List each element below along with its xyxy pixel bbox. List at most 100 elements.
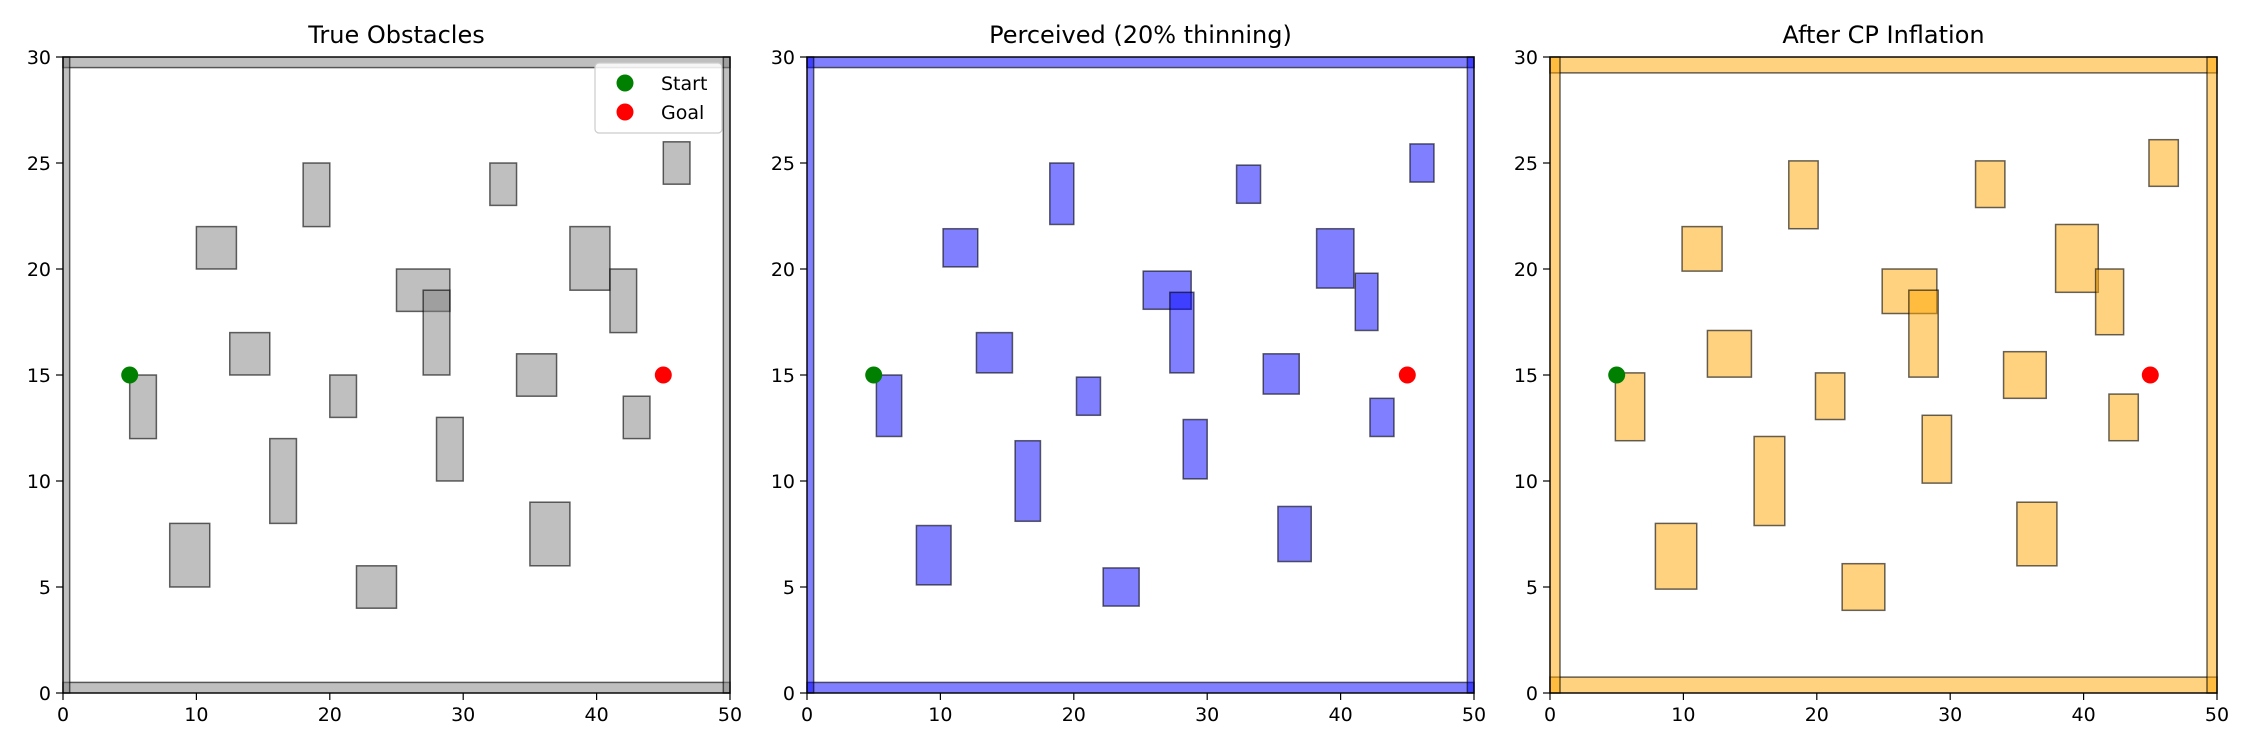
- obstacle-rect: [1549, 56, 1561, 694]
- y-tick-label: 5: [1526, 577, 1538, 599]
- x-tick-label: 20: [1062, 704, 1086, 726]
- x-tick-label: 50: [2205, 704, 2229, 726]
- x-tick-label: 20: [318, 704, 342, 726]
- obstacle-rect: [435, 416, 464, 482]
- obstacle-rect: [128, 374, 158, 440]
- obstacle-rect: [1706, 329, 1753, 378]
- panel-1: True Obstacles 0 10 20 30 40 50 0 5 10 15 20 25 30 Sta…: [27, 21, 742, 726]
- obstacle-rect: [1841, 562, 1886, 612]
- obstacle-rect: [1908, 289, 1939, 378]
- obstacle-rect: [1466, 56, 1475, 694]
- y-tick-label: 20: [1514, 259, 1538, 281]
- obstacle-rect: [942, 227, 979, 268]
- obstacle-rect: [1681, 225, 1723, 272]
- start-marker: [865, 366, 883, 384]
- obstacle-rect: [1814, 372, 1846, 421]
- y-tick-label: 0: [1526, 683, 1538, 705]
- axes-frame: [806, 56, 1475, 694]
- y-tick-label: 25: [771, 153, 795, 175]
- x-tick-label: 20: [1805, 704, 1829, 726]
- panel-2: Perceived (20% thinning) 0 10 20 30 40 50 0 5 10 1…: [771, 21, 1486, 726]
- obstacle-rect: [195, 225, 238, 270]
- obstacle-rect: [1235, 164, 1262, 205]
- x-tick-label: 0: [1544, 704, 1556, 726]
- obstacle-rect: [1182, 418, 1208, 480]
- obstacle-rect: [2002, 350, 2047, 400]
- obstacle-rect: [1549, 56, 2218, 74]
- obstacle-rect: [609, 268, 638, 334]
- obstacle-rect: [1654, 522, 1698, 590]
- obstacle-rect: [229, 331, 271, 376]
- y-tick-label: 30: [1514, 47, 1538, 69]
- start-marker: [1608, 366, 1626, 384]
- panel-title: True Obstacles: [307, 21, 484, 49]
- y-tick-label: 15: [27, 365, 51, 387]
- y-tick-label: 25: [1514, 153, 1538, 175]
- legend-goal-label: Goal: [661, 102, 704, 124]
- obstacle-rect: [1921, 414, 1953, 484]
- obstacle-rect: [2206, 56, 2218, 694]
- obstacle-rect: [515, 353, 558, 397]
- panel-title: After CP Inflation: [1782, 21, 1984, 49]
- y-tick-label: 0: [39, 683, 51, 705]
- obstacle-rect: [355, 565, 398, 609]
- obstacle-rect: [1075, 376, 1102, 417]
- y-tick-label: 5: [783, 577, 795, 599]
- obstacle-rect: [622, 395, 651, 440]
- obstacle-rect: [806, 681, 1475, 694]
- obstacle-rect: [302, 162, 331, 228]
- obstacle-rect: [2016, 501, 2058, 567]
- goal-marker: [654, 366, 672, 384]
- y-tick-label: 5: [39, 577, 51, 599]
- obstacle-rect: [422, 289, 451, 376]
- obstacle-rect: [662, 141, 691, 185]
- obstacle-rect: [975, 331, 1014, 374]
- obstacle-rect: [1169, 291, 1195, 374]
- y-tick-label: 10: [1514, 471, 1538, 493]
- y-tick-label: 30: [771, 47, 795, 69]
- obstacle-rect: [1354, 272, 1379, 332]
- obstacle-rect: [1788, 160, 1819, 230]
- goal-marker: [1398, 366, 1416, 384]
- x-tick-label: 40: [2072, 704, 2096, 726]
- obstacle-rect: [2094, 268, 2125, 336]
- obstacle-rect: [329, 374, 358, 419]
- obstacle-rect: [2148, 138, 2180, 188]
- obstacle-rect: [1277, 505, 1313, 563]
- legend-start-marker: [616, 74, 634, 92]
- y-tick-label: 10: [771, 471, 795, 493]
- y-tick-label: 15: [1514, 365, 1538, 387]
- y-tick-label: 25: [27, 153, 51, 175]
- obstacle-rect: [1014, 439, 1042, 523]
- legend: Start Goal: [594, 62, 723, 134]
- obstacle-rect: [569, 225, 611, 291]
- legend-start-label: Start: [661, 73, 707, 95]
- x-tick-label: 50: [1462, 704, 1486, 726]
- y-tick-label: 20: [27, 259, 51, 281]
- y-tick-label: 15: [771, 365, 795, 387]
- obstacle-rect: [62, 56, 71, 694]
- goal-marker: [2141, 366, 2159, 384]
- obstacle-rect: [1262, 353, 1300, 395]
- x-tick-label: 10: [184, 704, 208, 726]
- start-marker: [121, 366, 139, 384]
- obstacle-rect: [806, 56, 1475, 69]
- x-tick-label: 40: [1329, 704, 1353, 726]
- x-tick-label: 30: [1195, 704, 1219, 726]
- obstacle-rect: [2108, 393, 2140, 442]
- obstacle-rect: [1974, 160, 2006, 209]
- obstacle-rect: [62, 681, 731, 694]
- panel-3: After CP Inflation 0 10 20 30 40 50 0 5 10 15 20 25 3…: [1514, 21, 2229, 726]
- x-tick-label: 0: [57, 704, 69, 726]
- obstacle-rect: [529, 501, 571, 567]
- obstacle-rect: [269, 437, 298, 525]
- obstacle-rect: [1369, 397, 1395, 438]
- obstacle-rect: [1753, 435, 1786, 527]
- obstacle-rect: [1049, 162, 1075, 226]
- legend-goal-marker: [616, 103, 634, 121]
- x-tick-label: 30: [1938, 704, 1962, 726]
- obstacle-rect: [2054, 223, 2100, 294]
- obstacle-rect: [806, 56, 815, 694]
- obstacle-rect: [1102, 567, 1140, 607]
